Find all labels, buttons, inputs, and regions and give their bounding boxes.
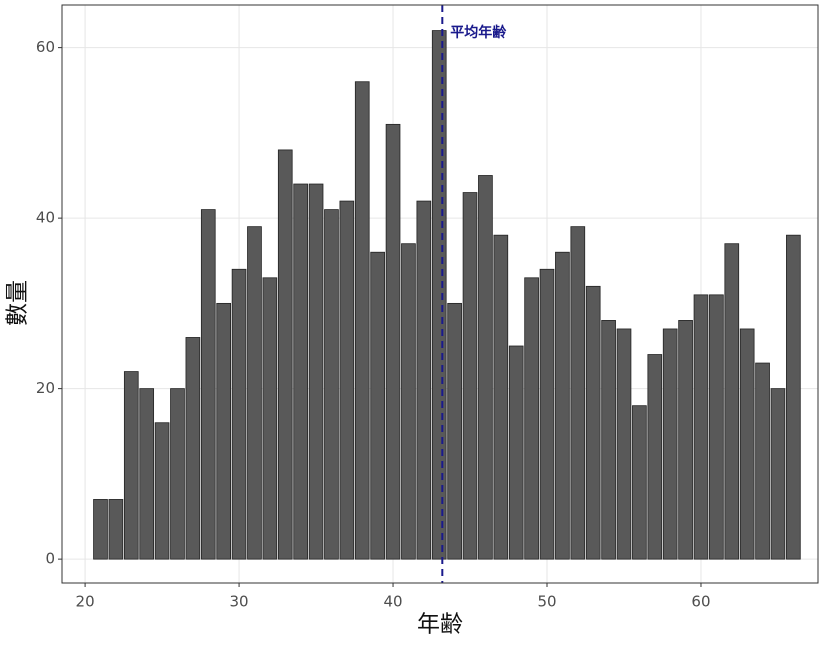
bar (647, 354, 663, 560)
bar (231, 268, 247, 560)
y-tick-label: 0 (45, 550, 55, 568)
bar (616, 328, 632, 560)
y-axis-title: 數量 (5, 280, 31, 326)
y-tick-label: 60 (36, 38, 55, 56)
x-tick-label: 20 (76, 593, 95, 611)
bar (632, 405, 647, 560)
bar (185, 337, 201, 560)
y-tick-label: 20 (36, 379, 55, 397)
bar (123, 371, 139, 560)
x-tick-label: 30 (230, 593, 249, 611)
panel-border (61, 4, 819, 584)
bar (324, 209, 339, 560)
bar (339, 200, 355, 560)
bar (709, 294, 724, 560)
bar (370, 251, 385, 560)
bar (308, 183, 324, 560)
x-tick-label: 50 (537, 593, 556, 611)
bar (478, 175, 493, 560)
x-tick-label: 60 (691, 593, 710, 611)
bar (662, 328, 678, 560)
bar (431, 30, 447, 560)
x-axis-title: 年齢 (417, 612, 463, 638)
bar (247, 226, 262, 560)
bar (493, 234, 509, 560)
bar (555, 251, 570, 560)
bar (693, 294, 709, 560)
y-tick-label: 40 (36, 209, 55, 227)
bar (508, 345, 524, 560)
bar (262, 277, 278, 560)
bar (524, 277, 539, 560)
bar (277, 149, 293, 560)
mean-label: 平均年齢 (450, 24, 507, 41)
bar (786, 234, 801, 560)
bar (293, 183, 308, 560)
bar (385, 123, 401, 560)
bar (447, 302, 462, 560)
bar (170, 388, 185, 560)
bar (354, 81, 370, 560)
bar (678, 320, 693, 560)
bar (154, 422, 170, 560)
bar (200, 209, 216, 560)
bar (416, 200, 432, 560)
bar (585, 285, 601, 560)
bar (601, 320, 616, 560)
bar (462, 192, 478, 560)
x-tick-label: 40 (383, 593, 402, 611)
bar (108, 499, 124, 560)
bar (216, 302, 231, 560)
bar (570, 226, 586, 560)
bar (401, 243, 416, 560)
bar (139, 388, 155, 560)
bar (93, 499, 108, 560)
bar (770, 388, 786, 560)
bar (739, 328, 755, 560)
bar (539, 268, 555, 560)
bar (755, 362, 770, 560)
bar (724, 243, 740, 560)
